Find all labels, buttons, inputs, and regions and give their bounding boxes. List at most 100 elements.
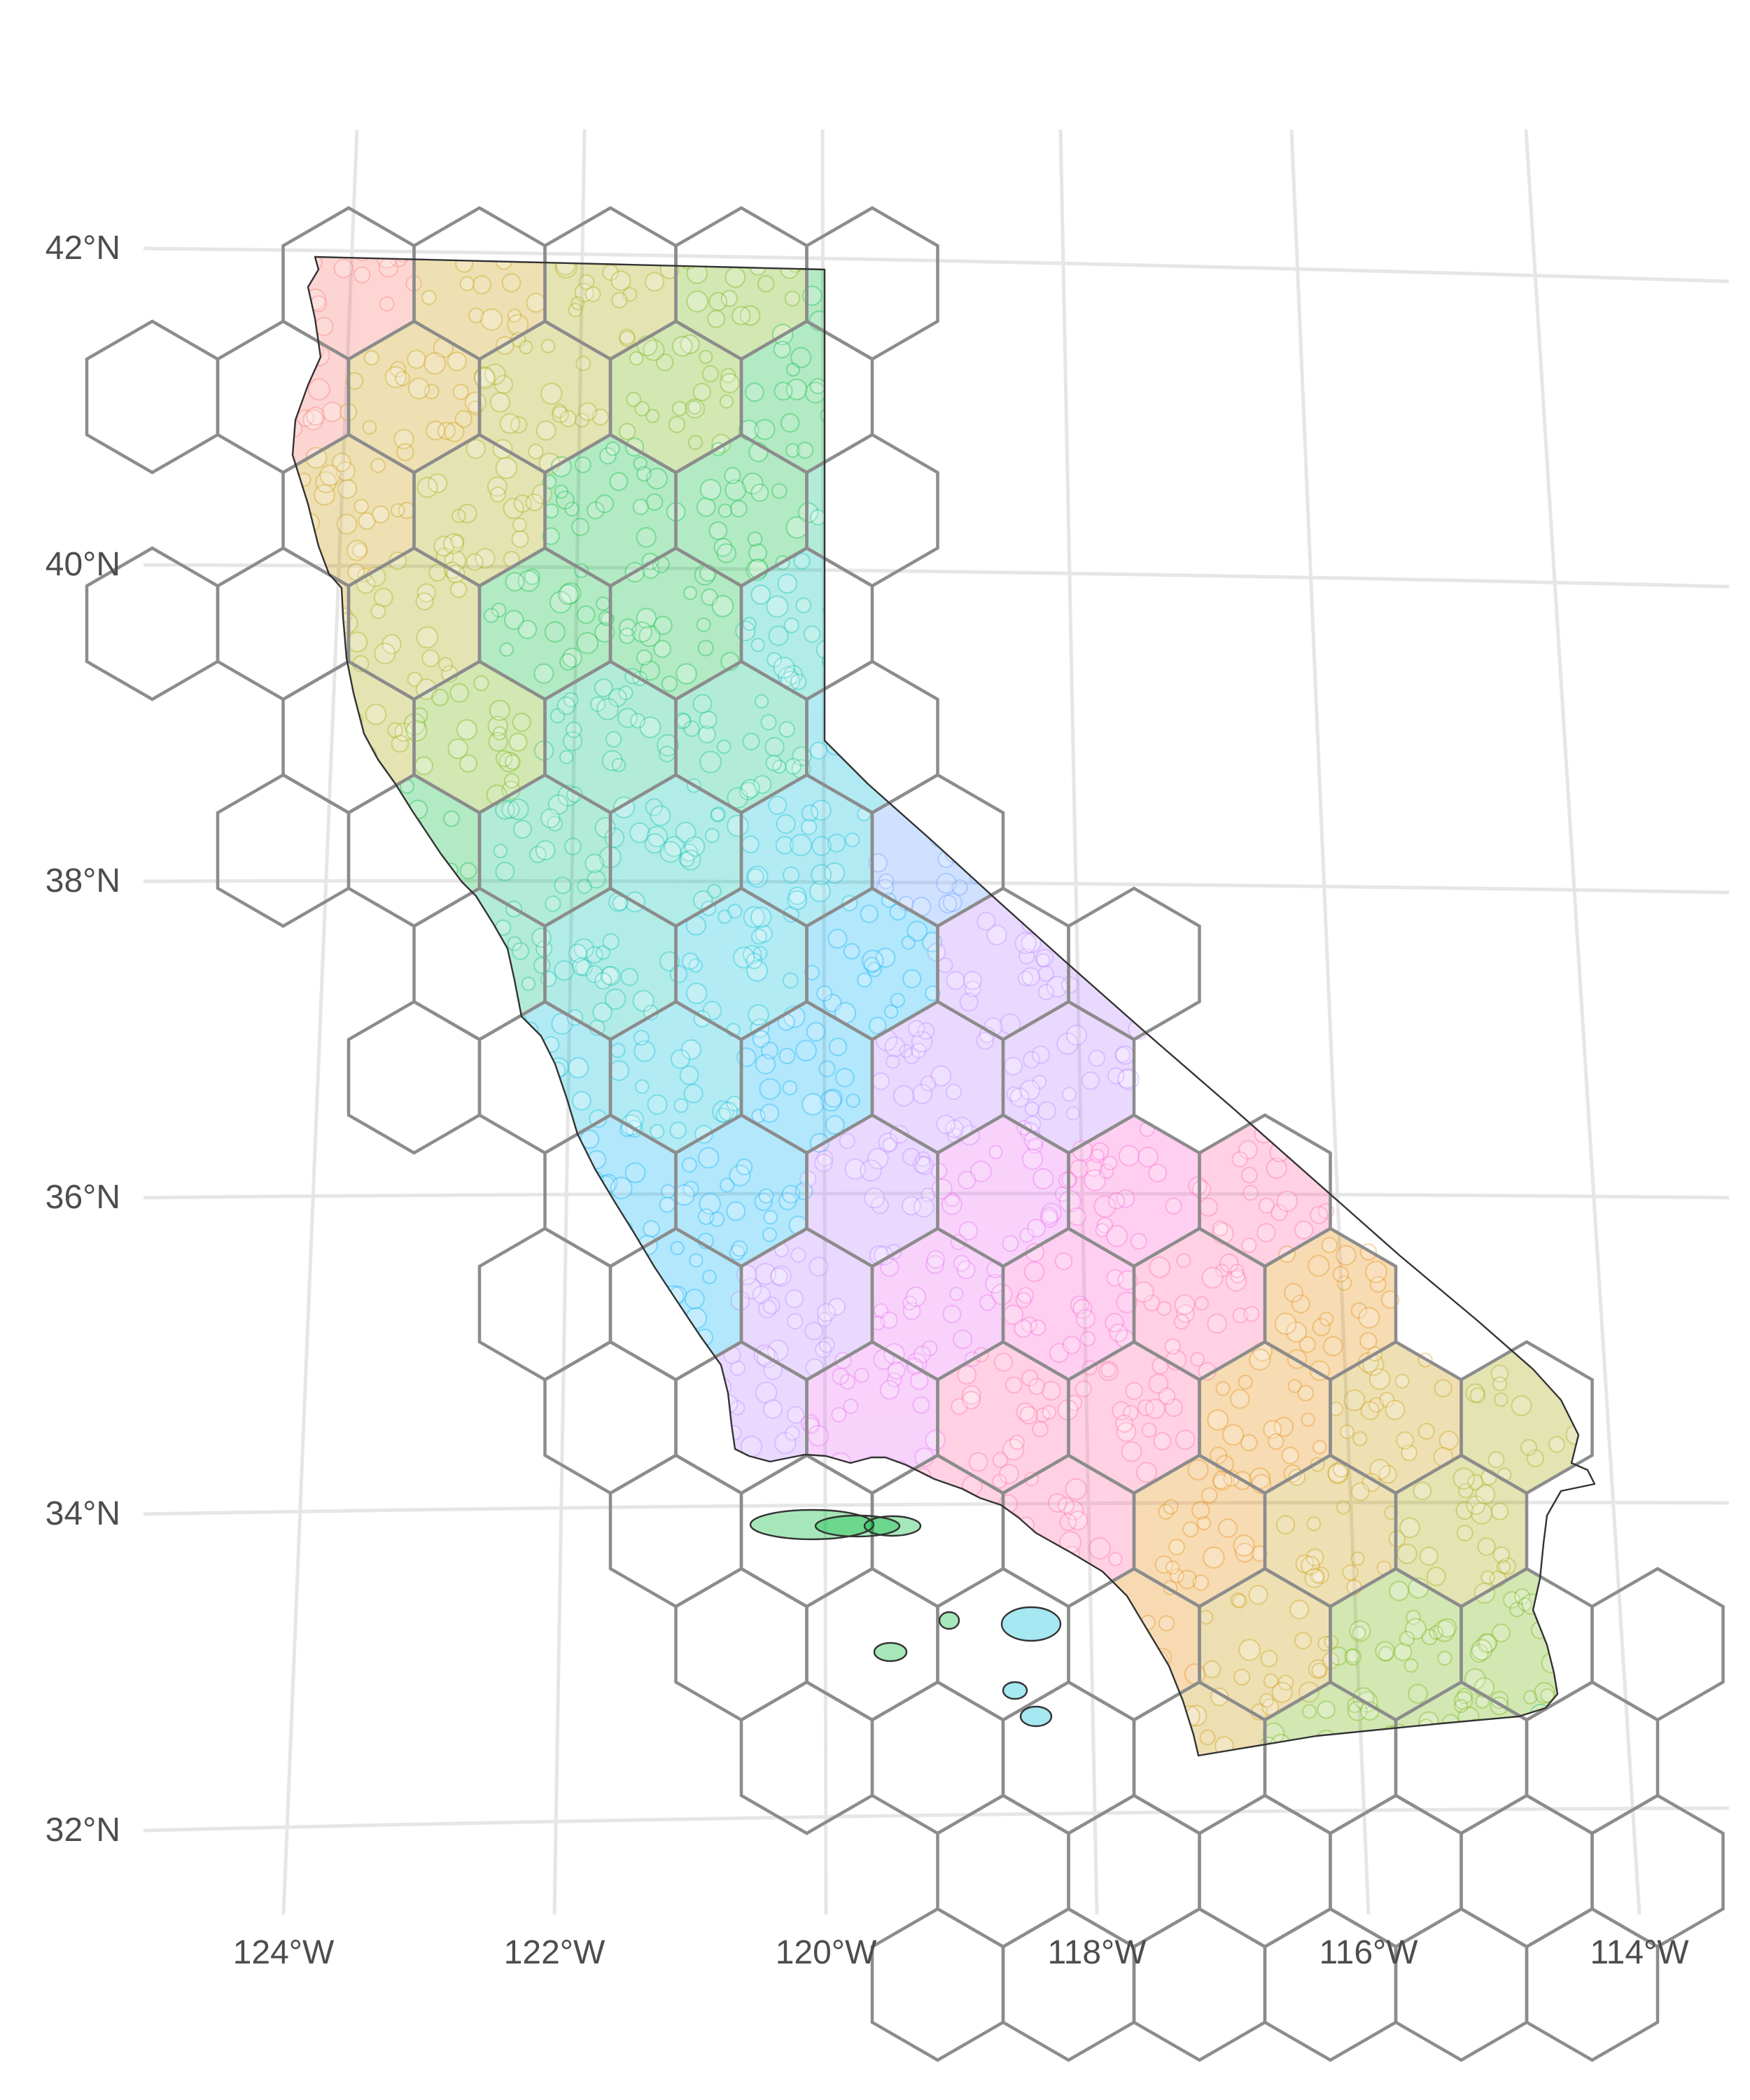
data-point [668, 1340, 690, 1362]
data-point [527, 1072, 544, 1089]
data-point [817, 1303, 836, 1322]
data-point [736, 1158, 753, 1175]
data-point [659, 951, 680, 972]
data-point [1214, 2012, 1234, 2032]
data-point [742, 732, 760, 750]
data-point [1049, 2005, 1069, 2026]
data-point [193, 626, 211, 643]
data-point [1255, 1819, 1275, 1839]
data-point [431, 688, 449, 706]
data-point [468, 307, 484, 323]
data-point [1295, 1554, 1315, 1574]
data-point [878, 281, 893, 296]
data-point [1365, 1261, 1387, 1283]
data-point [1076, 1769, 1093, 1786]
data-point [605, 1390, 622, 1408]
island-fill [939, 1612, 959, 1629]
data-point [416, 477, 438, 498]
data-point [878, 674, 899, 694]
data-point [1285, 1854, 1306, 1874]
data-point [1088, 1049, 1106, 1068]
data-point [923, 1566, 942, 1585]
data-point [604, 988, 626, 1010]
data-point [694, 1512, 710, 1528]
data-point [1176, 1253, 1191, 1268]
data-point [539, 1159, 561, 1181]
data-point [449, 683, 470, 703]
data-point [808, 1256, 829, 1277]
hex-fill [676, 435, 807, 586]
data-point [811, 864, 832, 886]
hex-cell [674, 1567, 808, 1722]
data-point [1006, 1086, 1022, 1102]
data-point [346, 540, 368, 561]
data-point [1026, 1865, 1044, 1882]
data-point [848, 676, 864, 692]
data-point [1010, 1914, 1023, 1927]
data-point [710, 806, 727, 822]
data-point [1702, 1649, 1718, 1665]
data-point [1428, 1990, 1443, 2005]
data-point [1274, 1312, 1297, 1335]
data-point [977, 1650, 992, 1665]
data-point [452, 384, 469, 400]
data-point [547, 816, 563, 832]
data-point [1198, 1197, 1219, 1217]
data-point [536, 420, 556, 441]
data-point [646, 468, 668, 489]
data-point [632, 990, 654, 1012]
data-point [934, 2004, 951, 2021]
data-point [1347, 1700, 1368, 1721]
data-point [901, 935, 916, 950]
data-point [965, 1798, 978, 1811]
hex-fill [1134, 1455, 1265, 1606]
data-point [670, 1387, 687, 1405]
data-point [556, 696, 576, 715]
data-point [1587, 2008, 1608, 2029]
data-point [491, 1269, 514, 1292]
data-point [941, 1877, 955, 1891]
data-point [584, 853, 605, 874]
data-point [1017, 1287, 1035, 1304]
island-fill [816, 1516, 899, 1536]
data-point [528, 1320, 545, 1336]
data-point [508, 732, 528, 752]
data-point [941, 1194, 962, 1215]
hex-cell [1198, 1793, 1332, 1949]
data-point [1534, 1682, 1556, 1704]
data-point [879, 1380, 899, 1400]
data-point [832, 1367, 850, 1385]
data-point [836, 1784, 850, 1798]
data-point [713, 538, 733, 557]
data-point [1240, 1754, 1258, 1756]
data-point [790, 834, 812, 857]
data-point [797, 442, 814, 459]
data-point [1332, 1266, 1350, 1282]
data-point [1575, 1883, 1592, 1900]
data-point [510, 416, 528, 434]
graticule-lines [143, 129, 1730, 1915]
data-point [914, 2029, 934, 2050]
data-point [864, 1597, 886, 1620]
data-point [1648, 1891, 1668, 1911]
data-point [1385, 1399, 1406, 1420]
data-point [936, 1114, 956, 1135]
data-point [941, 1958, 958, 1975]
data-point [827, 510, 846, 529]
data-point [1109, 1323, 1128, 1343]
california-outline [291, 255, 1596, 1757]
data-point [120, 378, 135, 393]
data-point [162, 344, 181, 364]
data-point [563, 692, 579, 708]
data-point [319, 729, 338, 748]
data-point [729, 1164, 751, 1186]
data-point [1454, 1690, 1474, 1710]
data-point [1038, 2022, 1051, 2034]
data-point [1297, 1385, 1315, 1401]
data-point [559, 653, 577, 671]
data-point [590, 696, 606, 713]
data-point [552, 405, 569, 424]
data-point [1093, 1708, 1110, 1725]
data-point [1133, 1741, 1153, 1756]
data-point [1596, 1656, 1612, 1672]
